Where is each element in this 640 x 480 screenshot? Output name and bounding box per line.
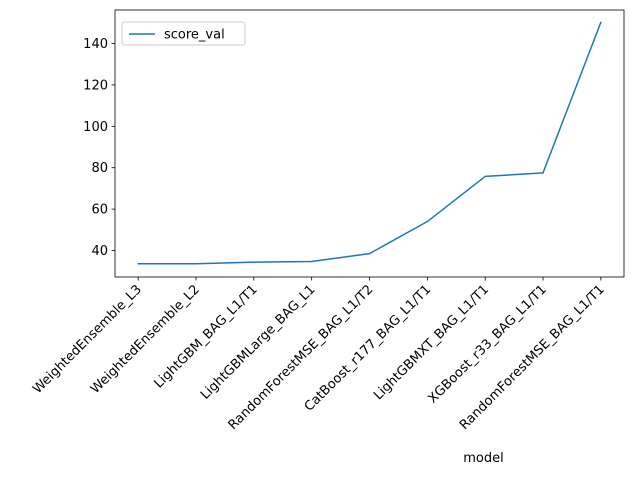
data-point	[195, 263, 197, 265]
x-axis-ticks: WeightedEnsemble_L3WeightedEnsemble_L2Li…	[30, 277, 608, 433]
data-point	[600, 21, 602, 23]
y-tick-label: 60	[91, 203, 108, 218]
data-point	[542, 172, 544, 174]
data-point	[484, 175, 486, 178]
legend-box	[121, 21, 246, 46]
y-tick-label: 120	[83, 78, 108, 93]
data-point	[137, 263, 139, 265]
x-tick-label: LightGBMXT_BAG_L1/T1	[371, 282, 492, 403]
legend: score_val	[121, 21, 246, 46]
x-tick-label: WeightedEnsemble_L2	[88, 282, 203, 397]
data-point	[310, 260, 313, 263]
y-axis-ticks: 40 60 80 100 120 140	[83, 37, 115, 259]
series-layer	[137, 21, 602, 265]
x-tick-label: LightGBMLarge_BAG_L1	[198, 282, 318, 402]
data-point	[368, 252, 371, 255]
x-tick-label: XGBoost_r33_BAG_L1/T1	[426, 282, 550, 406]
y-tick-label: 100	[83, 120, 108, 135]
legend-label: score_val	[164, 28, 225, 43]
x-axis-label: model	[463, 451, 503, 466]
data-point	[253, 261, 255, 263]
x-tick-label: WeightedEnsemble_L3	[30, 282, 145, 397]
y-tick-label: 40	[91, 244, 108, 259]
y-tick-label: 80	[91, 161, 108, 176]
plot-frame	[114, 9, 625, 278]
x-tick-label: LightGBM_BAG_L1/T1	[151, 282, 260, 391]
y-tick-label: 140	[83, 37, 108, 52]
data-point	[426, 220, 429, 223]
series-line-score_val	[138, 21, 602, 265]
